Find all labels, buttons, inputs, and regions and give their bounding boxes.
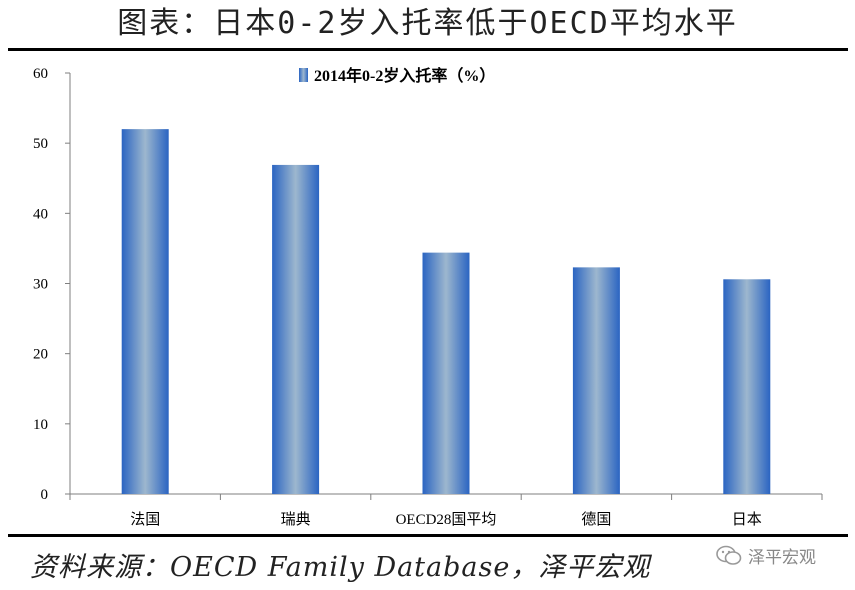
bars [121, 129, 771, 494]
bottom-rule [8, 534, 848, 537]
y-tick-label: 20 [33, 347, 48, 363]
chart-title: 图表：日本0-2岁入托率低于OECD平均水平 [117, 6, 738, 41]
x-tick-label: 瑞典 [281, 511, 311, 528]
y-tick-label: 30 [33, 277, 48, 293]
x-tick-label: 日本 [732, 511, 762, 528]
watermark-text: 泽平宏观 [748, 548, 816, 568]
bar-chart: 0 10 20 30 40 50 60 法国 瑞典 OECD28国平均 德国 日本 2014年0-2岁… [33, 66, 823, 528]
y-tick-label: 60 [33, 66, 48, 82]
legend-label: 2014年0-2岁入托率（%） [314, 66, 495, 85]
y-tick-label: 0 [41, 487, 49, 503]
y-tick-label: 40 [33, 206, 48, 222]
axes: 0 10 20 30 40 50 60 法国 瑞典 OECD28国平均 德国 日本 [33, 66, 823, 528]
bar [572, 267, 620, 494]
bar [272, 164, 320, 494]
wechat-icon [716, 545, 742, 565]
bar [422, 252, 470, 494]
y-tick-label: 50 [33, 136, 48, 152]
x-tick-label: OECD28国平均 [396, 511, 497, 528]
x-tick-label: 德国 [581, 510, 611, 528]
top-rule [8, 48, 848, 51]
legend: 2014年0-2岁入托率（%） [299, 66, 495, 85]
x-tick-label: 法国 [130, 511, 160, 528]
legend-swatch [299, 68, 308, 82]
y-tick-label: 10 [33, 417, 48, 433]
bar [723, 279, 771, 494]
watermark: 泽平宏观 [716, 543, 816, 568]
source-note: 资料来源：OECD Family Database，泽平宏观 [30, 552, 651, 583]
bar [121, 129, 169, 494]
